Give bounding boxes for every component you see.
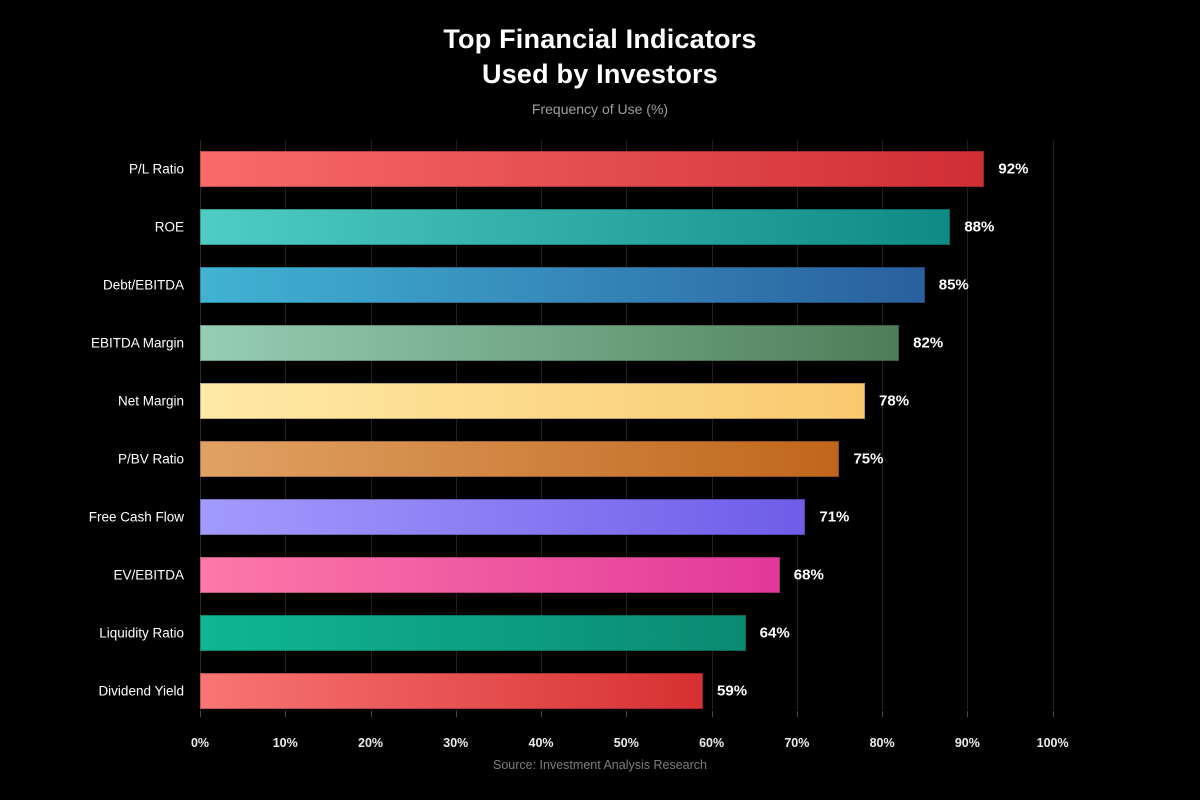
gridline-0 — [200, 140, 201, 710]
value-label: 71% — [819, 508, 850, 526]
x-tick-mark — [711, 711, 713, 717]
bar-row: 75% — [200, 441, 1172, 477]
bar-dividend-yield — [200, 673, 704, 709]
x-tick-label: 100% — [1036, 736, 1069, 750]
gridline-10 — [285, 140, 287, 710]
category-label: Dividend Yield — [98, 683, 184, 699]
gridline-20 — [370, 140, 372, 710]
x-tick-label: 20% — [358, 736, 384, 750]
chart-subtitle: Frequency of Use (%) — [531, 101, 669, 117]
x-tick-label: 50% — [613, 736, 639, 750]
source-note: Source: Investment Analysis Research — [493, 758, 707, 772]
x-tick-mark — [200, 711, 201, 717]
plot-area: 92% 88% 85% 82% 78% 75% 71% 68% 64% 59% — [200, 140, 1172, 710]
value-label: 88% — [964, 218, 995, 236]
x-tick-mark — [455, 711, 457, 717]
bar-debt-ebitda — [200, 267, 925, 303]
value-label: 68% — [793, 566, 824, 584]
bar-ev-ebitda — [200, 557, 780, 593]
x-tick-mark — [1052, 711, 1054, 717]
x-tick-label: 60% — [699, 736, 725, 750]
bar-net-margin — [200, 383, 866, 419]
category-label: EBITDA Margin — [90, 335, 184, 351]
bar-row: 59% — [200, 673, 1172, 709]
x-tick-label: 80% — [869, 736, 895, 750]
category-label: ROE — [154, 219, 184, 235]
x-tick-mark — [285, 711, 287, 717]
bar-p-l-ratio — [200, 151, 985, 187]
bar-p-bv-ratio — [200, 441, 840, 477]
gridline-30 — [455, 140, 457, 710]
category-label: Net Margin — [117, 393, 184, 409]
x-tick-label: 10% — [272, 736, 298, 750]
bar-row: 71% — [200, 499, 1172, 535]
gridline-40 — [541, 140, 543, 710]
x-tick-mark — [967, 711, 969, 717]
bar-row: 68% — [200, 557, 1172, 593]
chart-title-line2: Used by Investors — [482, 59, 718, 89]
value-label: 78% — [879, 392, 910, 410]
category-label: Liquidity Ratio — [99, 625, 184, 641]
value-label: 92% — [998, 160, 1029, 178]
gridline-90 — [967, 140, 969, 710]
value-label: 59% — [717, 682, 748, 700]
bar-row: 78% — [200, 383, 1172, 419]
bar-row: 88% — [200, 209, 1172, 245]
gridline-100 — [1052, 140, 1054, 710]
bar-row: 82% — [200, 325, 1172, 361]
category-label: Debt/EBITDA — [102, 277, 184, 293]
x-tick-mark — [882, 711, 884, 717]
x-tick-mark — [796, 711, 798, 717]
x-tick-label: 70% — [784, 736, 810, 750]
category-label: P/BV Ratio — [117, 451, 184, 467]
chart-header: Top Financial Indicators Used by Investo… — [0, 22, 1200, 117]
x-tick-label: 30% — [443, 736, 469, 750]
bar-roe — [200, 209, 951, 245]
value-label: 75% — [853, 450, 884, 468]
bar-liquidity-ratio — [200, 615, 746, 651]
chart-title-line1: Top Financial Indicators — [443, 24, 757, 54]
x-tick-mark — [541, 711, 543, 717]
gridline-80 — [882, 140, 884, 710]
bar-ebitda-margin — [200, 325, 900, 361]
category-label: Free Cash Flow — [88, 509, 184, 525]
value-label: 82% — [913, 334, 944, 352]
x-tick-label: 0% — [190, 736, 210, 750]
x-axis: 0% 10% 20% 30% 40% 50% 60% 70% 80% 90% 100% — [191, 710, 1172, 770]
category-label: EV/EBITDA — [113, 567, 184, 583]
x-tick-mark — [626, 711, 628, 717]
x-tick-label: 40% — [528, 736, 554, 750]
y-axis-category-labels: P/L Ratio ROE Debt/EBITDA EBITDA Margin Net … — [0, 140, 192, 710]
x-tick-mark — [370, 711, 372, 717]
value-label: 85% — [938, 276, 969, 294]
bar-free-cash-flow — [200, 499, 806, 535]
gridline-70 — [796, 140, 798, 710]
gridline-60 — [711, 140, 713, 710]
gridline-50 — [626, 140, 628, 710]
value-label: 64% — [759, 624, 790, 642]
category-label: P/L Ratio — [128, 161, 184, 177]
bar-row: 64% — [200, 615, 1172, 651]
bar-row: 85% — [200, 267, 1172, 303]
x-tick-label: 90% — [954, 736, 980, 750]
bar-row: 92% — [200, 151, 1172, 187]
